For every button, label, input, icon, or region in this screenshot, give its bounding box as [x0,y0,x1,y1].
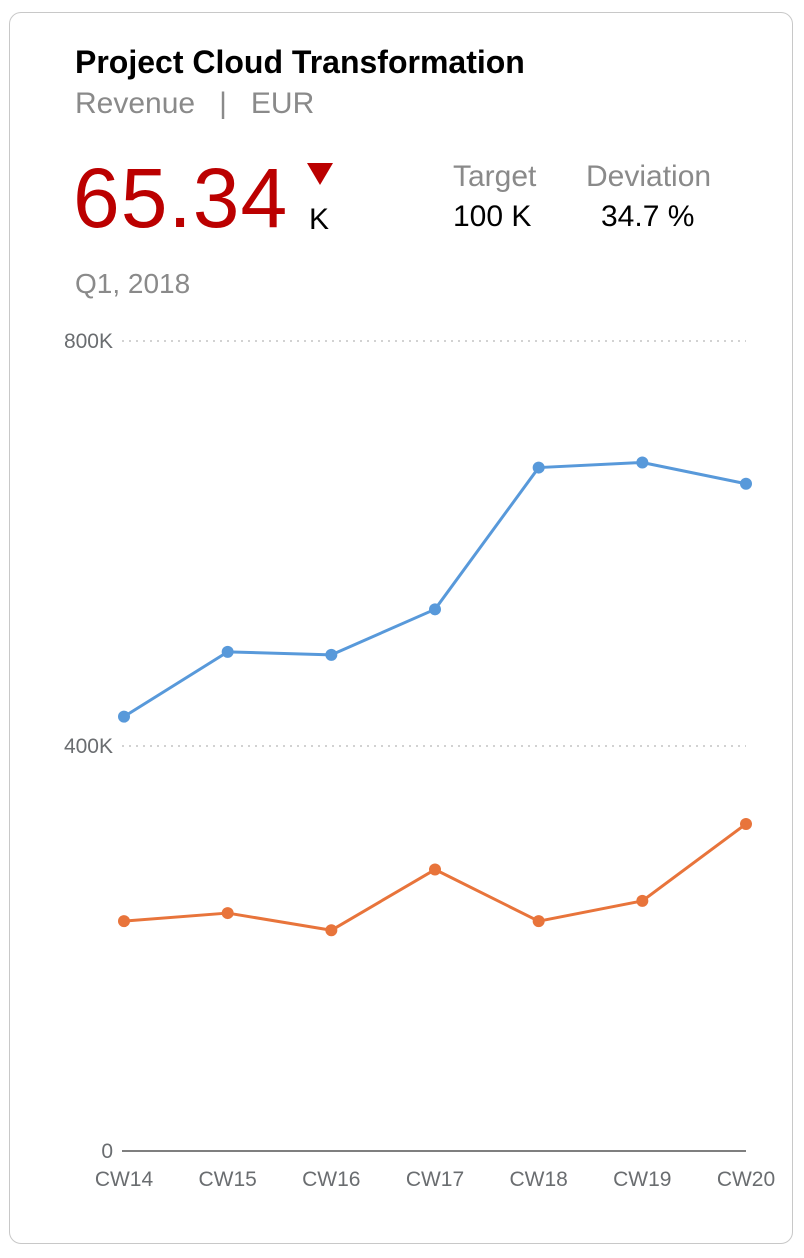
data-point[interactable] [221,645,234,658]
measure-label: Revenue [75,87,196,120]
x-tick-label: CW14 [95,1168,154,1191]
data-point[interactable] [325,924,338,937]
data-point[interactable] [325,648,338,661]
data-point[interactable] [118,710,130,723]
chart-card[interactable] [9,12,793,1244]
series-line [123,822,747,932]
period-label: Q1, 2018 [75,268,191,299]
data-point[interactable] [429,863,441,876]
data-point[interactable] [118,915,130,928]
subtitle-separator: | [219,87,227,120]
data-point[interactable] [636,894,649,907]
kpi-value: 65.34 [73,151,289,245]
x-tick-label: CW19 [613,1168,671,1191]
data-point[interactable] [532,461,545,474]
card-title: Project Cloud Transformation [75,44,525,80]
data-point[interactable] [740,817,752,830]
deviation-label: Deviation [586,160,712,193]
x-tick-label: CW15 [198,1168,256,1191]
data-point[interactable] [740,477,752,490]
data-point[interactable] [221,907,234,920]
series-line [123,461,747,718]
data-point[interactable] [636,456,649,469]
target-value: 100 K [453,200,532,233]
x-tick-label: CW17 [406,1168,464,1191]
x-tick-label: CW16 [302,1168,360,1191]
target-label: Target [453,160,537,193]
x-tick-label: CW20 [717,1168,775,1191]
currency-label: EUR [250,87,315,120]
deviation-value: 34.7 % [601,200,695,233]
y-tick-label: 0 [101,1140,113,1163]
y-tick-label: 400K [64,735,113,758]
data-point[interactable] [429,603,441,616]
card-subtitle: Revenue | EUR [75,87,314,121]
x-tick-label: CW18 [509,1168,567,1191]
down-triangle-icon [307,163,333,185]
kpi-unit: K [309,203,330,236]
data-point[interactable] [532,915,545,928]
y-tick-label: 800K [64,330,113,353]
